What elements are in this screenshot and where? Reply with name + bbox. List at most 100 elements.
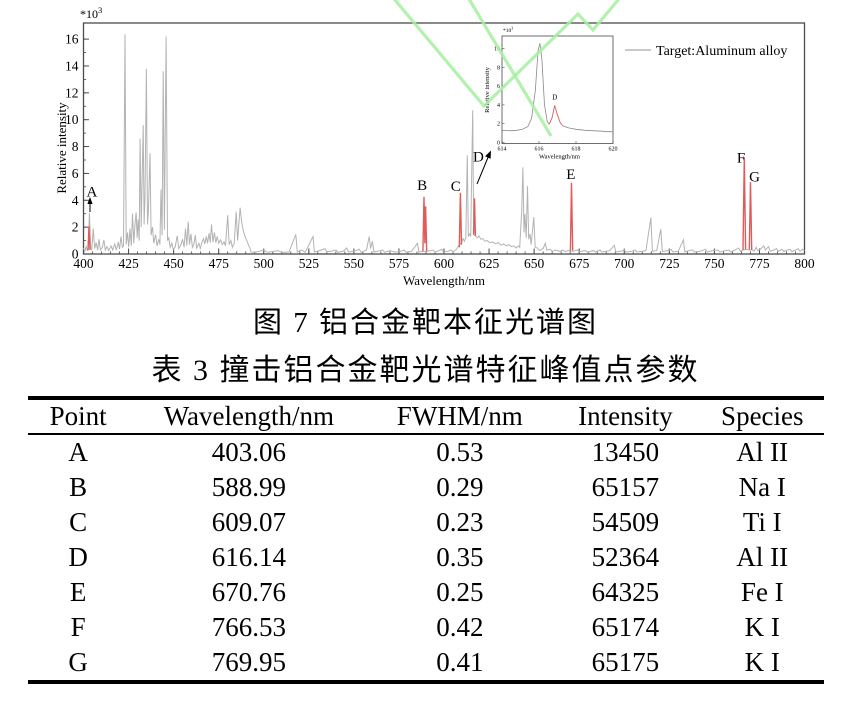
x-tick-label: 650 <box>524 256 545 271</box>
stray-green-line <box>392 0 621 109</box>
table-row: C 609.07 0.23 54509 Ti I <box>28 505 824 540</box>
peak-label-B: B <box>417 178 427 194</box>
table-cell: A <box>68 437 88 467</box>
peak-d-arrow <box>476 154 490 185</box>
table-cell: E <box>69 577 87 607</box>
inset-x-tick-label: 618 <box>572 147 581 153</box>
y-tick-label: 2 <box>72 220 79 235</box>
table-cell: 13450 <box>591 437 660 467</box>
marked-peak-line <box>422 196 428 252</box>
inset-x-tick-label: 620 <box>609 147 618 153</box>
peak-label-C: C <box>451 179 461 195</box>
table-cell: D <box>68 542 88 572</box>
table-cell: Fe I <box>740 577 784 607</box>
table-cell: 65174 <box>591 612 660 642</box>
peak-label-E: E <box>566 167 575 183</box>
x-tick-label: 400 <box>73 256 94 271</box>
table-cell: G <box>68 647 88 677</box>
x-tick-label: 500 <box>254 256 275 271</box>
inset-y-tick-label: 0 <box>497 141 500 147</box>
marked-peak-line <box>748 182 753 251</box>
inset-peak-label-d: D <box>552 94 557 102</box>
y-tick-label: 16 <box>65 32 79 47</box>
table-cell: Al II <box>736 437 789 467</box>
spectrum-chart: 400 425 450 475 500 525 550 575 600 625 650 675 700 7… <box>54 0 815 288</box>
marked-peak-line <box>87 226 91 251</box>
marked-peak-line <box>569 182 574 251</box>
x-tick-label: 575 <box>389 256 410 271</box>
column-header-intensity: Intensity <box>550 398 701 435</box>
x-tick-label: 525 <box>299 256 320 271</box>
column-header-species: Species <box>700 398 824 435</box>
x-tick-label: 775 <box>749 256 770 271</box>
table-cell: Ti I <box>742 507 782 537</box>
table-cell: 0.42 <box>436 612 484 642</box>
table-cell: 52364 <box>591 542 660 572</box>
inset-x-tick-label: 614 <box>498 147 507 153</box>
table-cell: 54509 <box>591 507 660 537</box>
x-tick-label: 475 <box>209 256 230 271</box>
table-cell: 64325 <box>591 577 660 607</box>
inset-y-tick-label: 8 <box>497 65 500 71</box>
table-cell: F <box>70 612 86 642</box>
marked-peak-line <box>472 198 477 236</box>
table-cell: Na I <box>738 472 786 502</box>
table-cell: 0.35 <box>436 542 484 572</box>
x-tick-label: 700 <box>614 256 635 271</box>
inset-y-axis-title: Relative intensity <box>484 66 491 112</box>
inset-y-tick-label: 4 <box>497 103 500 109</box>
inset-y-tick-label: 2 <box>497 122 500 128</box>
table-cell: B <box>69 472 88 502</box>
table-cell: 65175 <box>591 647 660 677</box>
table-caption: 表 3 撞击铝合金靶光谱特征峰值点参数 <box>151 354 700 387</box>
table-cell: 769.95 <box>211 647 286 677</box>
inset-x-tick-label: 616 <box>535 147 544 153</box>
table-row: G 769.95 0.41 65175 K I <box>28 645 824 682</box>
y-tick-label: 10 <box>65 112 79 127</box>
x-tick-label: 425 <box>118 256 139 271</box>
table-cell: 0.23 <box>436 507 484 537</box>
table-cell: 0.53 <box>436 437 484 467</box>
x-tick-label: 750 <box>704 256 725 271</box>
peak-label-G: G <box>749 169 760 185</box>
y-tick-label: 4 <box>72 193 79 208</box>
y-scale-label: *103 <box>80 5 102 21</box>
column-header-point: Point <box>28 398 129 435</box>
table-row: A 403.06 0.53 13450 Al II <box>28 434 824 470</box>
legend-label: Target:Aluminum alloy <box>656 44 787 59</box>
peak-label-F: F <box>737 151 745 167</box>
stray-green-line <box>467 0 553 137</box>
table-row: D 616.14 0.35 52364 Al II <box>28 540 824 575</box>
table-cell: 609.07 <box>211 507 286 537</box>
table-cell: 766.53 <box>211 612 286 642</box>
y-tick-label: 8 <box>72 139 79 154</box>
peak-a-arrowhead <box>87 197 93 204</box>
spectrum-figure: 400 425 450 475 500 525 550 575 600 625 650 675 700 7… <box>0 0 851 296</box>
x-tick-label: 550 <box>344 256 365 271</box>
inset-y-tick-label: 10 <box>494 47 500 53</box>
peak-d-arrowhead <box>485 150 491 159</box>
peak-label-A: A <box>87 184 98 200</box>
x-tick-label: 450 <box>164 256 185 271</box>
inset-line-gray-tail <box>562 125 613 133</box>
marked-peak-line <box>742 157 747 251</box>
y-axis-title: Relative intensity <box>54 102 69 194</box>
column-header-fwhm: FWHM/nm <box>369 398 551 435</box>
table-cell: 0.29 <box>436 472 484 502</box>
x-tick-label: 600 <box>434 256 455 271</box>
table-cell: 65157 <box>591 472 660 502</box>
table-cell: 0.41 <box>436 647 484 677</box>
table-cell: 616.14 <box>211 542 286 572</box>
inset-line-gray <box>501 43 550 132</box>
table-cell: K I <box>744 612 780 642</box>
y-tick-label: 0 <box>72 247 79 262</box>
x-tick-label: 800 <box>794 256 815 271</box>
y-tick-label: 12 <box>65 85 79 100</box>
peak-label-D: D <box>473 149 484 165</box>
spectrum-line <box>83 34 805 254</box>
table-header-row: Point Wavelength/nm FWHM/nm Intensity Sp… <box>28 398 824 435</box>
y-tick-label: 14 <box>65 58 79 73</box>
y-tick-label: 6 <box>72 166 79 181</box>
table-row: B 588.99 0.29 65157 Na I <box>28 470 824 505</box>
inset-chart: 614 616 618 620 0 2 4 6 8 10 Wavelength/nm Relative… <box>484 26 618 161</box>
